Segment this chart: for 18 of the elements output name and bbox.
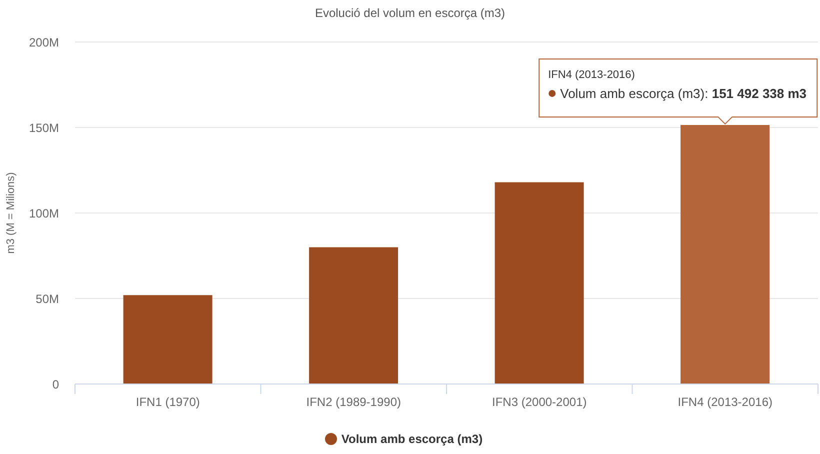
y-axis-title: m3 (M = Milions) <box>4 172 17 254</box>
annotation: IFN4 (2013-2016) <box>548 68 635 81</box>
x-tick-label: IFN2 (1989-1990) <box>306 395 401 409</box>
chart-title: Evolució del volum en escorça (m3) <box>314 6 506 20</box>
bar <box>494 182 584 384</box>
y-tick-label: 200M <box>28 35 59 50</box>
annotation: Volum amb escorça (m3): 151 492 338 m3 <box>560 86 807 101</box>
y-tick-label: 50M <box>36 292 60 306</box>
x-tick-label: IFN3 (2000-2001) <box>492 395 587 409</box>
legend-label: Volum amb escorça (m3) <box>341 432 483 446</box>
x-tick-label: IFN1 (1970) <box>136 395 200 409</box>
bar <box>680 124 770 384</box>
y-tick-label: 100M <box>28 206 59 220</box>
bar <box>309 247 398 384</box>
x-tick-label: IFN4 (2013-2016) <box>678 395 772 409</box>
y-tick-label: 150M <box>28 120 59 135</box>
bar <box>123 295 212 384</box>
y-tick-label: 0 <box>52 377 60 392</box>
